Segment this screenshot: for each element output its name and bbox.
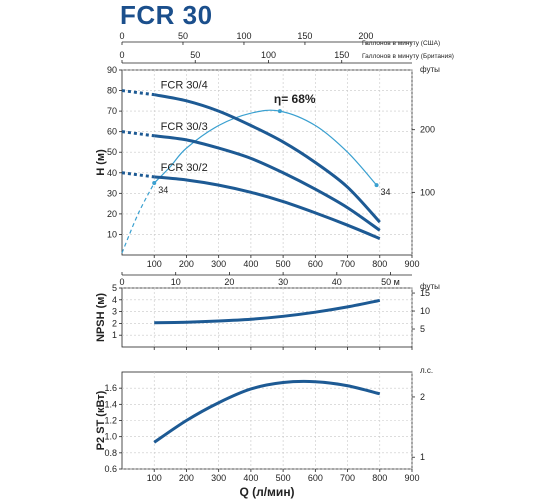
head-xtick-label: 800 [372, 259, 387, 269]
power-ytick-label: 1.0 [104, 432, 117, 442]
power-xtick-label: 400 [243, 473, 258, 483]
npsh-line [154, 298, 381, 325]
series-dashed-1 [121, 130, 155, 138]
x-axis-label: Q (л/мин) [239, 485, 294, 499]
head-ytick-label: 30 [107, 188, 117, 198]
power-xtick-label: 300 [211, 473, 226, 483]
usgpm-axis-label: Галлонов в минуту (США) [362, 40, 440, 47]
series-label-1: FCR 30/3 [161, 121, 208, 133]
chart-title: FCR 30 [120, 0, 213, 30]
power-ytick-label: 1.4 [104, 399, 117, 409]
series-line-1 [154, 134, 381, 232]
hp-axis-label: л.с. [420, 366, 433, 375]
npsh-ytick-label: 2 [112, 318, 117, 328]
power-ytick-label: 1.2 [104, 416, 117, 426]
impgpm-tick-label: 50 [190, 50, 200, 60]
power-ylabel: P2 ST (кВт) [95, 390, 107, 450]
power-xtick-label: 100 [147, 473, 162, 483]
efficiency-marker-label: 34 [158, 185, 168, 195]
npsh-feet-label: футы [420, 282, 440, 291]
npsh-ytick-label: 4 [112, 295, 117, 305]
series-line-2 [154, 175, 381, 240]
head-ytick-label: 10 [107, 229, 117, 239]
head-ytick-label: 80 [107, 86, 117, 96]
power-ytick-label: 1.6 [104, 383, 117, 393]
m3h-tick-label: 40 [332, 277, 342, 287]
head-ytick-label: 70 [107, 106, 117, 116]
power-xtick-label: 900 [404, 473, 419, 483]
efficiency-label: η= 68% [274, 92, 316, 106]
head-ytick-label: 50 [107, 147, 117, 157]
series-label-2: FCR 30/2 [161, 162, 208, 174]
head-xtick-label: 300 [211, 259, 226, 269]
usgpm-tick-label: 50 [178, 31, 188, 41]
power-xtick-label: 500 [276, 473, 291, 483]
head-ytick-label: 20 [107, 209, 117, 219]
efficiency-marker [374, 183, 379, 188]
series-line-0 [153, 93, 381, 224]
head-xtick-label: 700 [340, 259, 355, 269]
power-xtick-label: 700 [340, 473, 355, 483]
hp-tick-label: 2 [420, 392, 425, 402]
m3h-tick-label: 30 [278, 277, 288, 287]
npsh-feet-tick-label: 15 [420, 288, 430, 298]
power-xtick-label: 600 [308, 473, 323, 483]
npsh-feet-tick-label: 5 [420, 324, 425, 334]
impgpm-tick-label: 0 [119, 50, 124, 60]
efficiency-curve [153, 109, 378, 186]
power-ytick-label: 0.8 [104, 448, 117, 458]
efficiency-marker [152, 181, 157, 186]
head-xtick-label: 100 [147, 259, 162, 269]
impgpm-tick-label: 150 [334, 50, 349, 60]
m3h-tick-label: 10 [171, 277, 181, 287]
npsh-feet-tick-label: 10 [420, 306, 430, 316]
head-ytick-label: 40 [107, 168, 117, 178]
npsh-ytick-label: 3 [112, 307, 117, 317]
head-xtick-label: 200 [179, 259, 194, 269]
m3h-tick-label: 20 [224, 277, 234, 287]
head-ylabel: H (м) [95, 149, 107, 176]
npsh-ylabel: NPSH (м) [95, 293, 107, 342]
usgpm-tick-label: 0 [119, 31, 124, 41]
series-dashed-2 [121, 171, 155, 179]
impgpm-axis-label: Галлонов в минуту (Британия) [362, 53, 454, 60]
npsh-ytick-label: 5 [112, 283, 117, 293]
efficiency-marker-label: 34 [381, 187, 391, 197]
efficiency-marker [277, 109, 282, 114]
power-line [153, 379, 381, 444]
efficiency-dashed [121, 182, 155, 254]
series-label-0: FCR 30/4 [161, 80, 208, 92]
series-dashed-0 [121, 89, 155, 97]
head-ytick-label: 90 [107, 65, 117, 75]
feet-tick-label: 100 [420, 187, 435, 197]
feet-axis-label: футы [420, 65, 440, 74]
head-xtick-label: 900 [404, 259, 419, 269]
power-xtick-label: 200 [179, 473, 194, 483]
usgpm-tick-label: 150 [297, 31, 312, 41]
head-xtick-label: 600 [308, 259, 323, 269]
m3h-axis-label: 50 м [381, 277, 400, 287]
impgpm-tick-label: 100 [261, 50, 276, 60]
feet-tick-label: 200 [420, 125, 435, 135]
head-ytick-label: 60 [107, 127, 117, 137]
npsh-ytick-label: 1 [112, 330, 117, 340]
hp-tick-label: 1 [420, 452, 425, 462]
power-ytick-label: 0.6 [104, 464, 117, 474]
head-xtick-label: 400 [243, 259, 258, 269]
usgpm-tick-label: 200 [358, 31, 373, 41]
m3h-tick-label: 0 [119, 277, 124, 287]
power-xtick-label: 800 [372, 473, 387, 483]
head-xtick-label: 500 [276, 259, 291, 269]
usgpm-tick-label: 100 [236, 31, 251, 41]
